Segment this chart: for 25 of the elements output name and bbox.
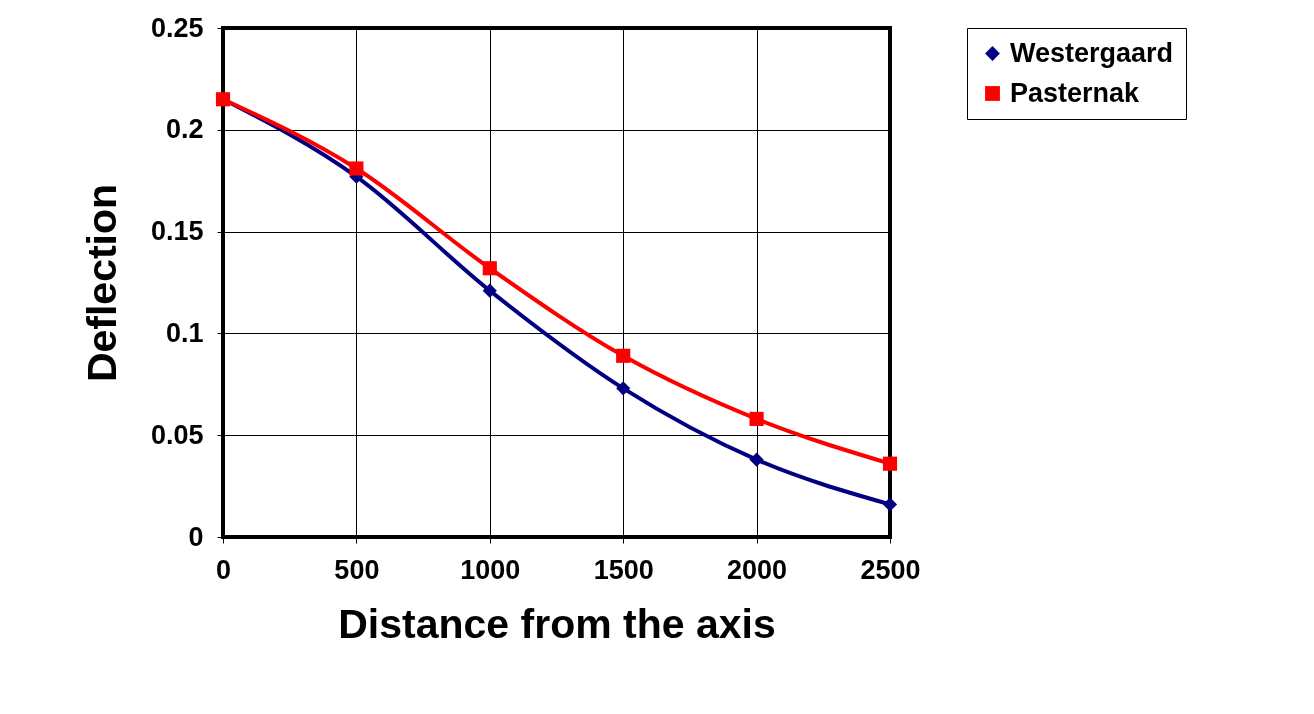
x-tick-label: 1000 xyxy=(460,554,521,585)
legend-label: Pasternak xyxy=(1010,77,1141,108)
y-tick-label: 0.15 xyxy=(150,216,204,247)
point xyxy=(616,381,631,396)
point xyxy=(616,348,631,363)
point xyxy=(882,497,898,512)
point xyxy=(882,456,898,471)
point xyxy=(482,283,497,298)
point xyxy=(482,261,497,276)
point xyxy=(749,452,764,467)
point xyxy=(749,411,764,426)
y-tick-label: 0 xyxy=(188,521,204,552)
y-tick-label: 0.25 xyxy=(150,12,204,43)
y-tick-label: 0.05 xyxy=(150,419,204,450)
y-axis-title: Deflection xyxy=(78,183,125,383)
x-tick-label: 500 xyxy=(334,554,380,585)
x-tick-label: 1500 xyxy=(593,554,654,585)
y-tick-label: 0.2 xyxy=(165,114,204,145)
legend-label: Westergaard xyxy=(1010,37,1174,68)
y-tick-label: 0.1 xyxy=(165,317,204,348)
x-tick-label: 2000 xyxy=(727,554,788,585)
point xyxy=(349,161,364,176)
x-axis-title: Distance from the axis xyxy=(338,600,776,647)
x-tick-label: 0 xyxy=(215,554,232,585)
x-tick-label: 2500 xyxy=(860,554,921,585)
